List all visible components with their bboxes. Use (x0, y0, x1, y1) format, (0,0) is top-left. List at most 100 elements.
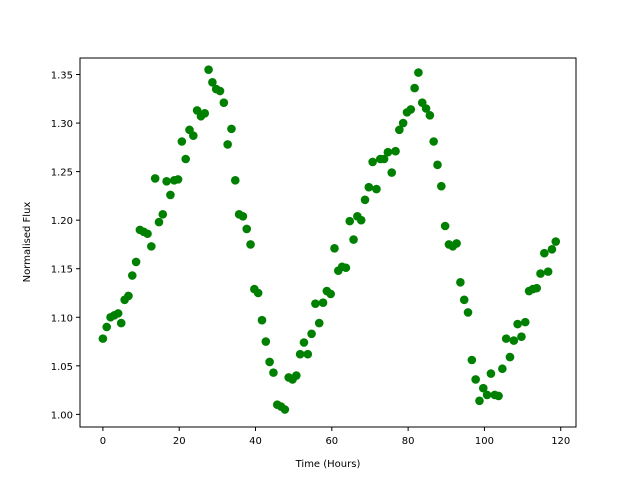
data-point (543, 267, 553, 276)
data-point (261, 337, 271, 346)
data-point (219, 98, 229, 107)
data-point (517, 332, 526, 341)
data-point (200, 109, 210, 118)
data-point (131, 257, 141, 267)
data-point (410, 83, 419, 93)
data-point (551, 237, 561, 246)
x-axis-label: Time (Hours) (295, 459, 361, 470)
data-point (223, 140, 232, 149)
data-point (318, 298, 328, 308)
data-point (265, 357, 274, 367)
data-point (227, 124, 236, 134)
plot-frame (79, 57, 577, 428)
data-point (166, 190, 175, 200)
data-point (280, 405, 290, 414)
y-tick-label: 1.30 (51, 119, 73, 130)
data-point (295, 349, 305, 359)
y-tick-label: 1.00 (51, 410, 73, 421)
x-tick-label: 100 (475, 436, 494, 447)
data-point (372, 184, 381, 194)
data-point (486, 369, 496, 378)
data-point (505, 352, 515, 362)
data-point (387, 168, 397, 177)
data-point (482, 390, 492, 400)
y-tick-label: 1.35 (51, 71, 73, 82)
data-point (349, 235, 358, 244)
data-point (238, 211, 248, 221)
axis-ticks: 0 20 40 60 80 100 120 1.00 1.05 1.10 1.15 1.20 1.25 1… (51, 71, 571, 447)
data-point (292, 371, 301, 380)
data-point (177, 137, 187, 146)
data-point (429, 137, 438, 146)
data-point (173, 175, 183, 184)
data-point (395, 125, 404, 135)
y-tick-label: 1.20 (51, 216, 73, 227)
data-point (253, 288, 263, 298)
data-point (246, 240, 255, 249)
data-point (433, 160, 442, 170)
data-point (421, 104, 431, 113)
data-point (379, 154, 389, 164)
data-point (150, 174, 160, 183)
y-tick-label: 1.25 (51, 168, 73, 179)
data-point (494, 391, 503, 401)
data-point (242, 224, 252, 234)
data-point (303, 349, 313, 359)
data-point (154, 217, 164, 227)
x-tick-label: 0 (100, 436, 106, 447)
data-point (463, 308, 473, 317)
data-point (299, 338, 309, 347)
data-point (215, 86, 225, 96)
data-point (330, 244, 339, 253)
data-point (341, 263, 351, 273)
x-tick-label: 20 (173, 436, 186, 447)
data-points (98, 65, 561, 414)
data-point (456, 278, 465, 287)
data-point (467, 355, 477, 365)
data-point (102, 322, 112, 332)
data-point (536, 269, 545, 278)
data-point (162, 177, 171, 186)
data-point (364, 182, 374, 192)
x-tick-label: 80 (402, 436, 415, 447)
data-point (471, 375, 480, 384)
data-point (345, 216, 355, 226)
data-point (532, 283, 542, 293)
y-tick-label: 1.10 (51, 313, 73, 324)
data-point (158, 210, 168, 219)
data-point (311, 299, 320, 308)
data-point (498, 364, 507, 374)
data-point (478, 383, 488, 393)
data-point (513, 319, 522, 329)
data-point (116, 318, 126, 328)
data-point (314, 318, 324, 328)
data-point (113, 309, 123, 318)
data-point (368, 157, 377, 167)
data-point (326, 289, 335, 299)
data-point (127, 271, 137, 280)
data-point (391, 146, 400, 156)
y-axis-label: Normalised Flux (22, 202, 33, 283)
data-point (383, 147, 393, 157)
data-point (360, 195, 370, 205)
data-point (540, 248, 549, 258)
data-point (398, 118, 408, 128)
data-point (547, 244, 557, 254)
data-point (475, 396, 484, 406)
data-point (208, 77, 217, 87)
x-tick-label: 60 (325, 436, 338, 447)
y-tick-label: 1.05 (51, 362, 73, 373)
data-point (189, 131, 198, 140)
x-tick-label: 120 (551, 436, 570, 447)
data-point (440, 221, 450, 231)
data-point (257, 315, 267, 325)
data-point (425, 110, 435, 120)
data-point (501, 334, 511, 343)
data-point (98, 334, 108, 343)
data-point (307, 329, 316, 339)
y-tick-label: 1.15 (51, 265, 73, 276)
data-point (143, 229, 152, 239)
data-point (452, 239, 461, 248)
data-point (509, 336, 519, 345)
